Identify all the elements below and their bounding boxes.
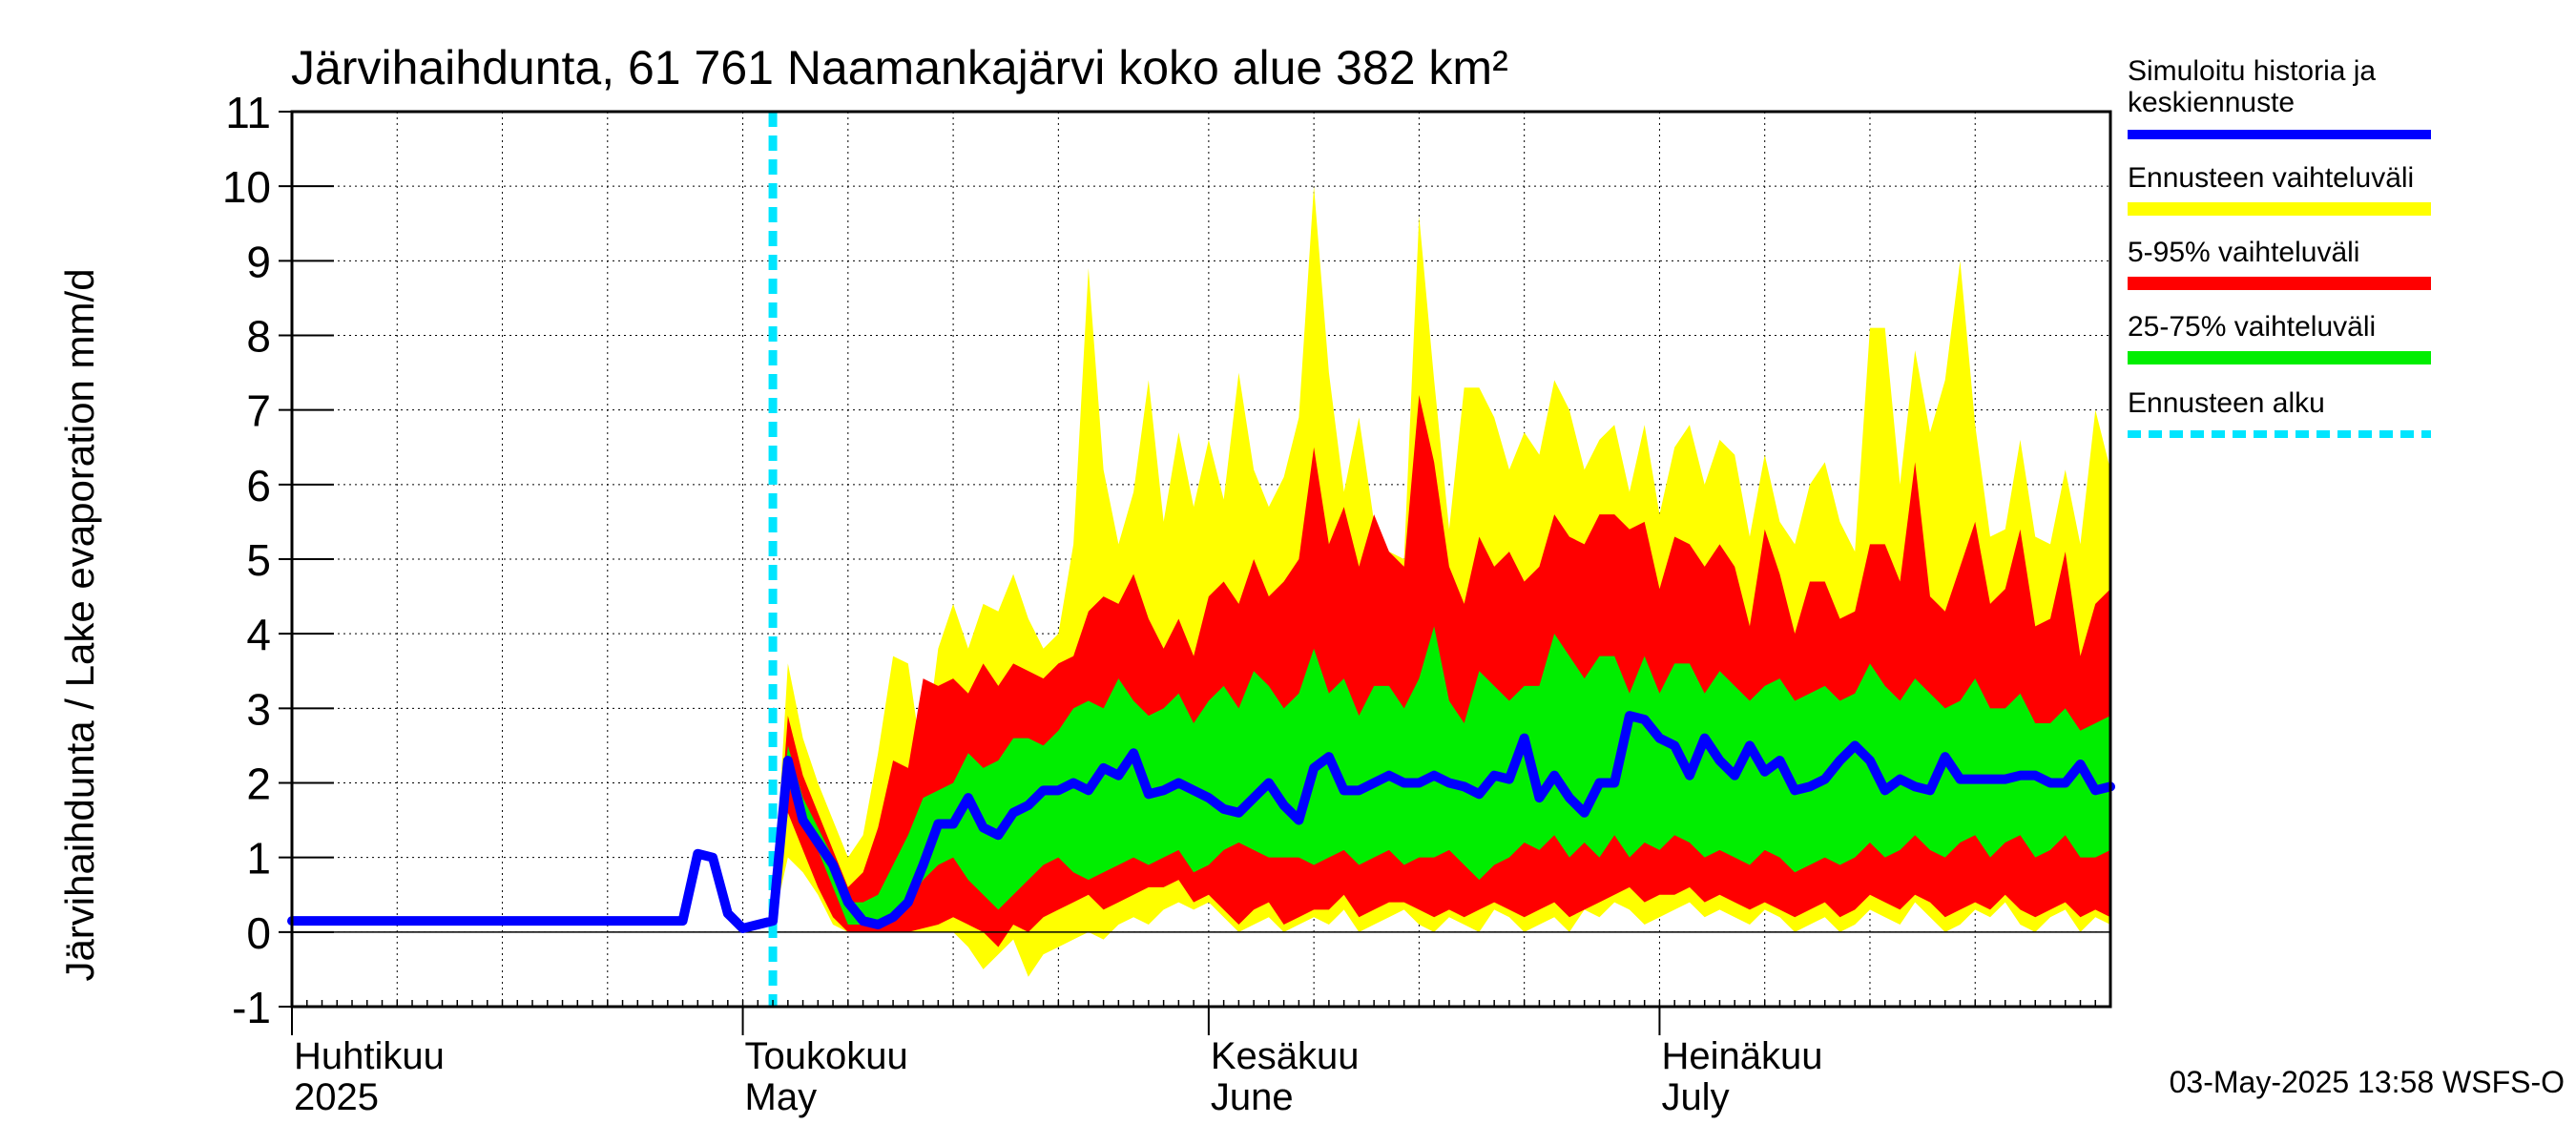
y-tick-label: 3 <box>246 684 271 734</box>
y-tick-label: -1 <box>232 983 271 1032</box>
y-tick-label: 4 <box>246 610 271 659</box>
x-month-label-en: 2025 <box>294 1076 379 1118</box>
median-line <box>287 112 2115 1007</box>
y-tick-label: 1 <box>246 834 271 884</box>
legend-label-median-2: keskiennuste <box>2128 87 2295 118</box>
legend-label-full-range: Ennusteen vaihteluväli <box>2128 162 2414 194</box>
median-series <box>287 711 2115 933</box>
chart-title: Järvihaihdunta, 61 761 Naamankajärvi kok… <box>291 41 1508 94</box>
y-tick-label: 2 <box>246 760 271 809</box>
y-tick-label: 10 <box>222 162 271 212</box>
y-tick-label: 9 <box>246 237 271 286</box>
x-month-label: Heinäkuu <box>1661 1035 1822 1077</box>
legend-label-forecast-start: Ennusteen alku <box>2128 387 2325 419</box>
legend-label-median-1: Simuloitu historia ja <box>2128 55 2376 87</box>
y-tick-label: 0 <box>246 908 271 958</box>
y-tick-label: 7 <box>246 386 271 436</box>
x-month-label-en: June <box>1211 1076 1294 1118</box>
y-tick-label: 5 <box>246 535 271 585</box>
footer-timestamp: 03-May-2025 13:58 WSFS-O <box>2170 1065 2565 1099</box>
y-tick-label: 11 <box>225 88 271 137</box>
x-month-label: Toukokuu <box>745 1035 908 1077</box>
x-month-label-en: May <box>745 1076 818 1118</box>
x-month-label: Kesäkuu <box>1211 1035 1360 1077</box>
legend-label-p25-75: 25-75% vaihteluväli <box>2128 311 2376 343</box>
y-axis-label: Järvihaihdunta / Lake evaporation mm/d <box>57 268 102 981</box>
y-tick-label: 6 <box>246 461 271 510</box>
x-month-label: Huhtikuu <box>294 1035 445 1077</box>
y-tick-label: 8 <box>246 312 271 362</box>
x-month-label-en: July <box>1661 1076 1729 1118</box>
legend-label-p5-95: 5-95% vaihteluväli <box>2128 237 2359 268</box>
legend: Simuloitu historia ja keskiennuste Ennus… <box>2128 55 2431 438</box>
